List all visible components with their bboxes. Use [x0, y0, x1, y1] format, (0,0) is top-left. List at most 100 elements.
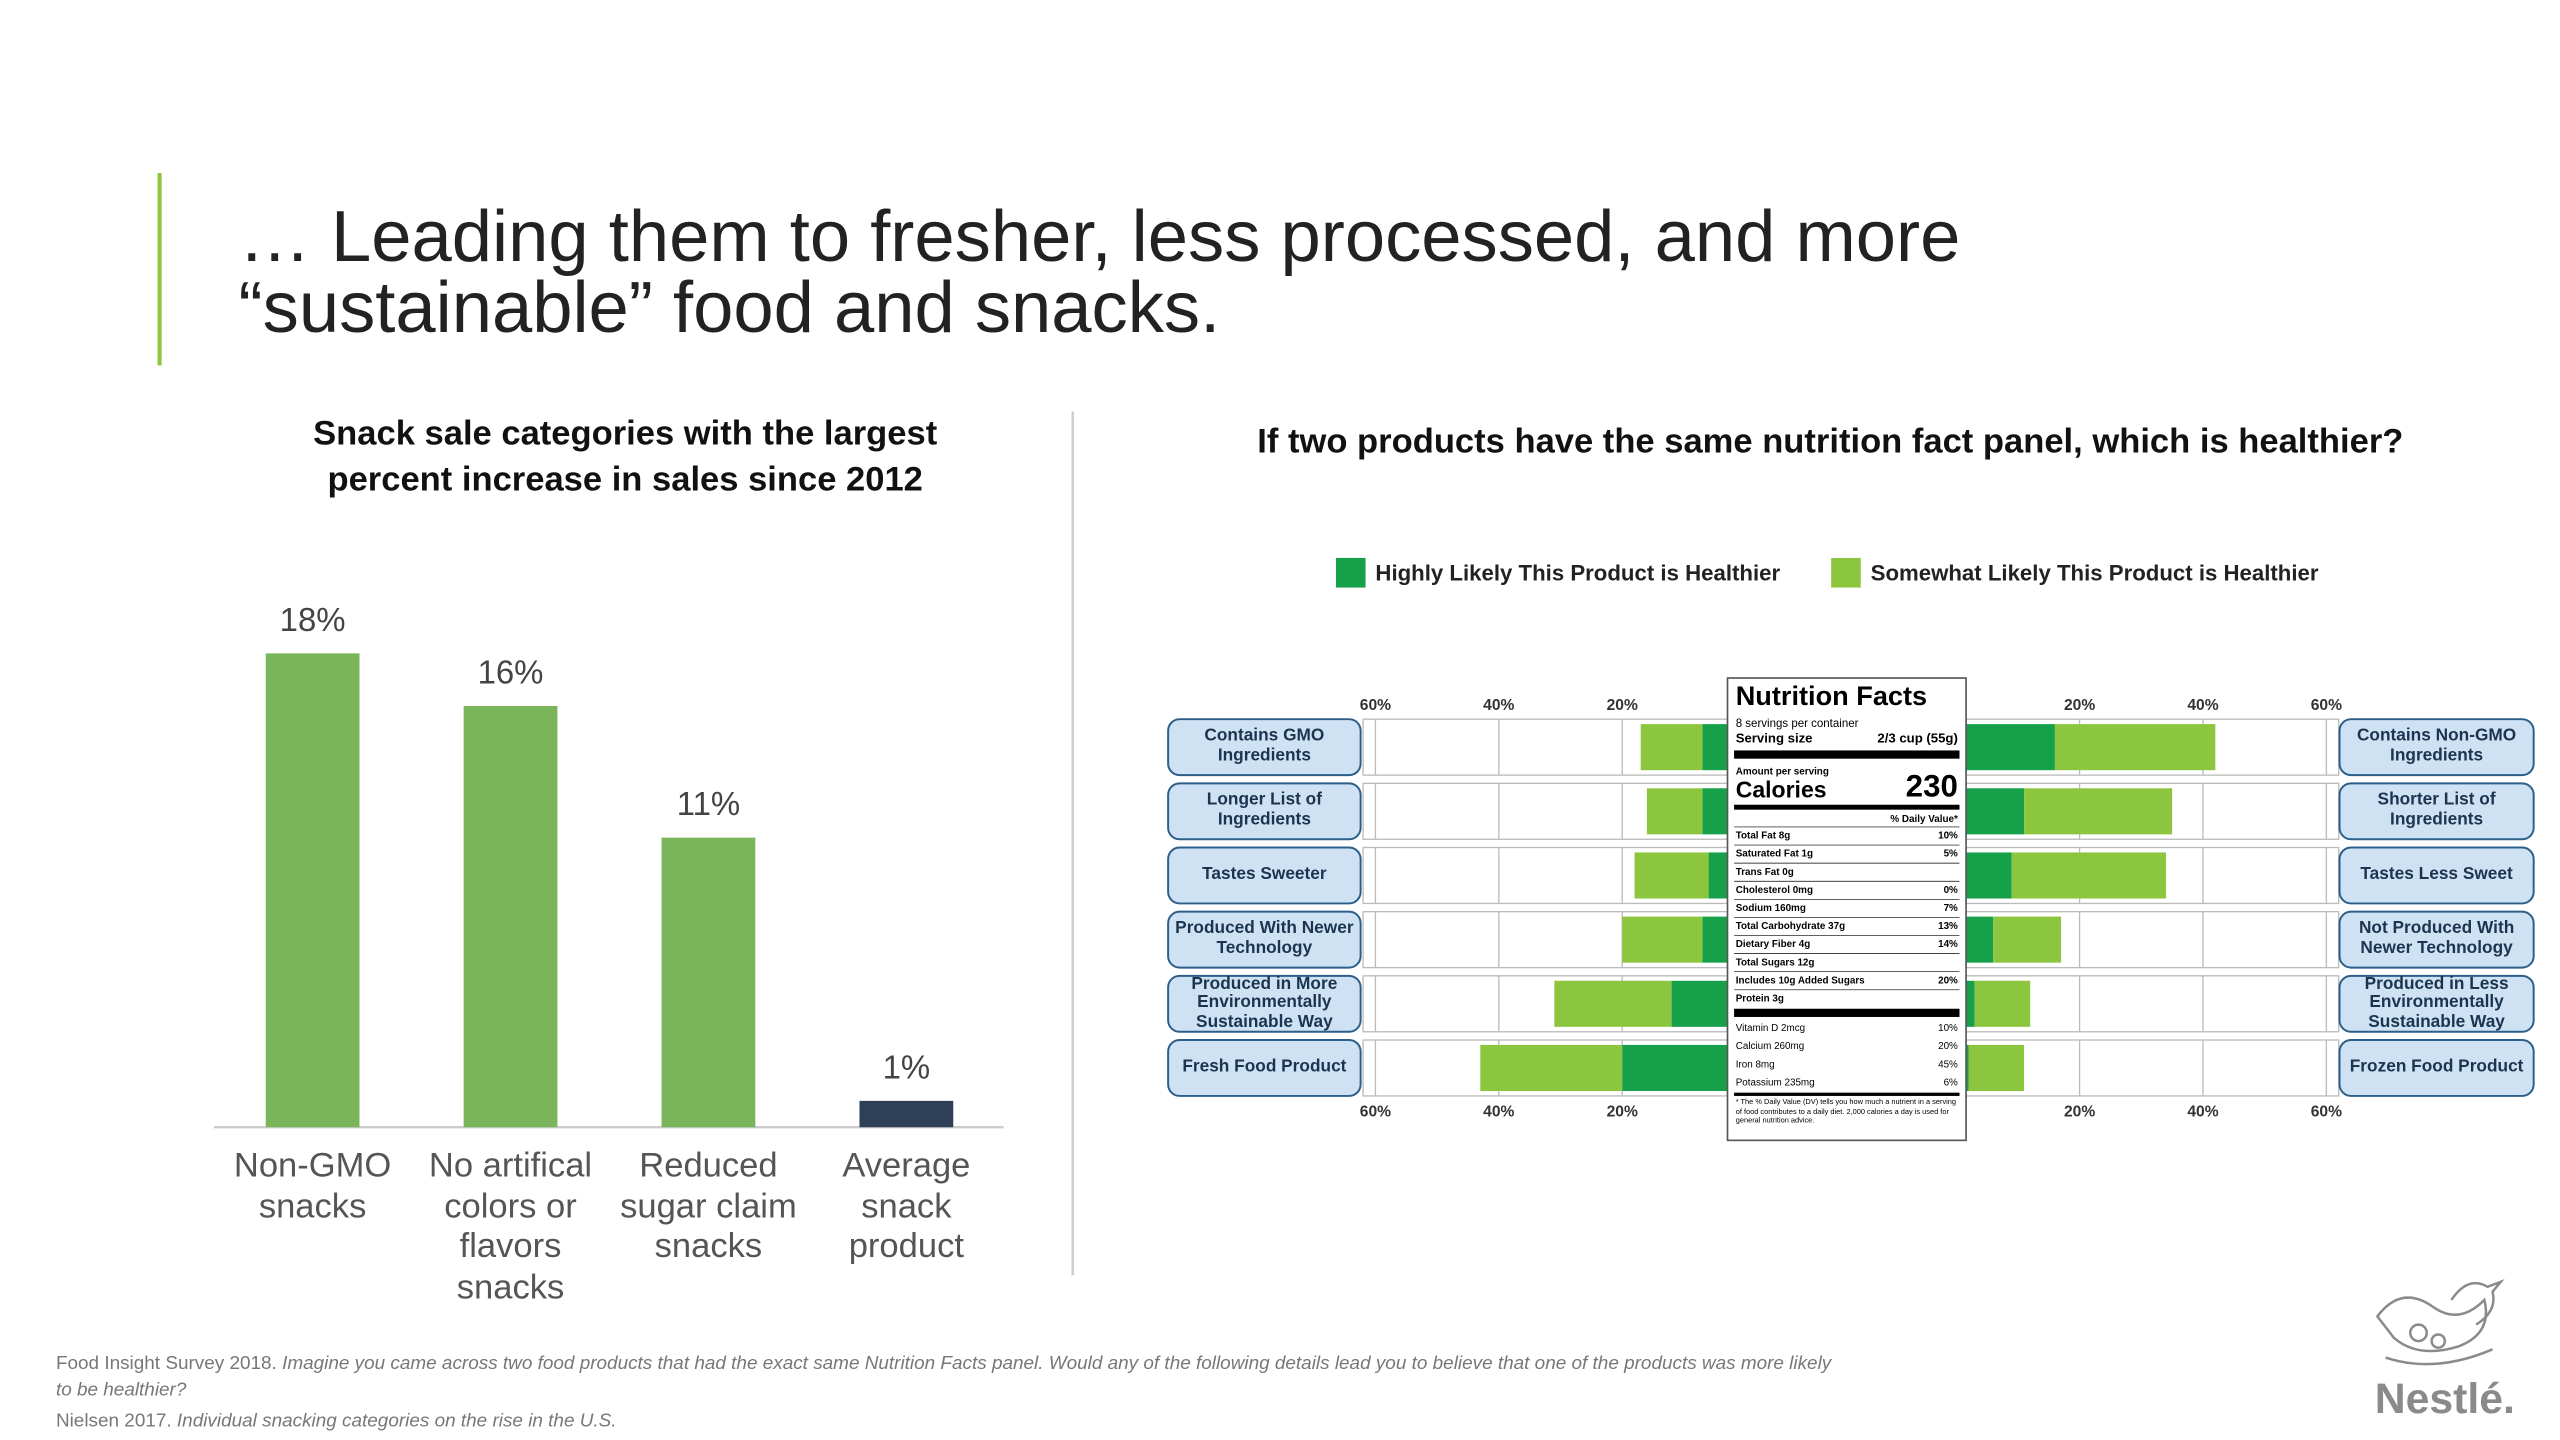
category-label-box: Tastes Less Sweet — [2360, 864, 2513, 885]
bar — [1968, 1044, 2025, 1092]
nutrition-text: 230 — [1906, 769, 1958, 804]
x-tick-label: Average snack product — [842, 1146, 971, 1266]
rule — [1734, 1092, 1960, 1096]
category-label: Longer List of Ingredients — [1206, 790, 1322, 830]
value-label: 16% — [478, 653, 544, 690]
category-box — [1167, 846, 1362, 905]
category-label-box: Not Produced With Newer Technology — [2358, 918, 2515, 958]
nutrition-text: 5% — [1944, 849, 1958, 860]
footnote-source: Food Insight Survey 2018. — [55, 1354, 277, 1374]
category-box — [2338, 718, 2535, 777]
chart-title-box: Snack sale categories with the largest p… — [313, 414, 938, 499]
bar — [1480, 1044, 1623, 1092]
logo-icon — [2375, 1279, 2505, 1366]
footnote-source: Nielsen 2017. — [55, 1411, 172, 1432]
x-tick-label: 20% — [1607, 1104, 1638, 1121]
nutrition-text: Total Carbohydrate 37g — [1736, 921, 1845, 932]
bar — [1622, 916, 1703, 963]
nutrition-text: 45% — [1938, 1059, 1958, 1070]
value-label: 11% — [677, 785, 740, 822]
category-label-box: Produced With Newer Technology — [1175, 918, 1354, 958]
bar — [1622, 1044, 1746, 1092]
logo: Nestlé. — [2375, 1375, 2515, 1423]
nutrition-footnote: * The % Daily Value (DV) tells you how m… — [1735, 1097, 1957, 1125]
rule — [1734, 1008, 1960, 1017]
footnote-text: Imagine you came across two food product… — [55, 1354, 1832, 1400]
category-label: Contains GMO Ingredients — [1204, 726, 1325, 766]
chart-title: If two products have the same nutrition … — [1257, 423, 2404, 461]
nutrition-text: Serving size — [1736, 730, 1813, 745]
nutrition-text: Trans Fat 0g — [1736, 867, 1794, 878]
nutrition-text: 13% — [1938, 921, 1958, 932]
nutrition-text: Saturated Fat 1g — [1736, 849, 1813, 860]
legend-swatch — [1831, 557, 1861, 588]
category-box — [1167, 782, 1362, 841]
bar — [1634, 852, 1709, 899]
nutrition-text: Protein 3g — [1736, 993, 1784, 1004]
category-label: Tastes Less Sweet — [2360, 864, 2513, 885]
nutrition-text: 10% — [1938, 1023, 1958, 1034]
nutrition-text: Cholesterol 0mg — [1736, 885, 1813, 896]
category-label-box: Produced in More Environmentally Sustain… — [1191, 975, 1338, 1032]
bar — [859, 1100, 954, 1128]
x-tick-label: No artifical colors or flavors snacks — [428, 1146, 593, 1307]
legend-label: Highly Likely This Product is Healthier — [1375, 560, 1780, 585]
category-label-box: Produced in Less Environmentally Sustain… — [2365, 976, 2509, 1031]
nutrition-text: 0% — [1944, 885, 1958, 896]
x-tick-label: 40% — [1483, 1104, 1514, 1121]
nutrition-text: Vitamin D 2mcg — [1736, 1023, 1805, 1034]
category-label: Fresh Food Product — [1182, 1056, 1347, 1077]
category-box — [2338, 1039, 2535, 1097]
legend-label: Somewhat Likely This Product is Healthie… — [1871, 560, 2319, 585]
category-box — [2338, 782, 2535, 841]
x-tick-label: 20% — [2064, 697, 2095, 714]
category-label: Contains Non-GMO Ingredients — [2356, 726, 2517, 766]
slide-title: “sustainable” food and snacks. — [239, 267, 1221, 348]
x-tick-label: Reduced sugar claim snacks — [620, 1146, 797, 1266]
x-tick-label: 60% — [2311, 1104, 2342, 1121]
x-tick-label: 60% — [1360, 697, 1391, 714]
nutrition-text: Total Fat 8g — [1736, 831, 1791, 842]
x-tick-label-box: Non-GMO snacks — [234, 1147, 391, 1225]
bar — [1956, 724, 2055, 771]
bar — [1646, 788, 1703, 835]
value-label: 18% — [280, 601, 346, 638]
category-box — [1167, 910, 1362, 969]
value-label: 1% — [883, 1048, 931, 1085]
slide-title: … Leading them to fresher, less processe… — [239, 196, 1961, 277]
footnote-box: Food Insight Survey 2018. Imagine you ca… — [56, 1353, 1833, 1404]
footnote-text: Individual snacking categories on the ri… — [176, 1411, 617, 1432]
x-tick-label: 40% — [2187, 697, 2218, 714]
footnote: Food Insight Survey 2018. Imagine you ca… — [56, 1353, 1833, 1404]
chart-title-box: If two products have the same nutrition … — [1257, 423, 2404, 461]
category-label-box: Contains GMO Ingredients — [1204, 726, 1325, 766]
bar — [661, 837, 756, 1128]
category-box — [1167, 974, 1362, 1033]
category-box — [2338, 910, 2535, 969]
category-label: Produced in More Environmentally Sustain… — [1191, 975, 1338, 1032]
category-label: Produced With Newer Technology — [1175, 918, 1354, 958]
category-label-box: Tastes Sweeter — [1202, 865, 1327, 884]
footnote: Nielsen 2017. Individual snacking catego… — [56, 1410, 1833, 1436]
category-label: Frozen Food Product — [2349, 1056, 2524, 1077]
bar — [265, 653, 360, 1128]
bar — [463, 706, 558, 1128]
nutrition-text: Total Sugars 12g — [1736, 957, 1815, 968]
bar — [1993, 916, 2062, 963]
chart-title: Snack sale categories with the largest p… — [313, 414, 938, 499]
category-box — [1167, 718, 1362, 777]
category-label: Not Produced With Newer Technology — [2358, 918, 2515, 958]
legend-swatch — [1335, 557, 1366, 588]
nutrition-text: 10% — [1938, 831, 1958, 842]
x-tick-label-box: Average snack product — [842, 1146, 971, 1266]
nutrition-text: Sodium 160mg — [1736, 903, 1806, 914]
footnote-box: Nielsen 2017. Individual snacking catego… — [56, 1410, 1833, 1436]
category-label-box: Fresh Food Product — [1182, 1056, 1347, 1077]
nutrition-text: 8 servings per container — [1736, 718, 1859, 730]
category-label-box: Shorter List of Ingredients — [2378, 791, 2496, 829]
nutrition-text: Dietary Fiber 4g — [1736, 939, 1811, 950]
nutrition-text: Calories — [1736, 777, 1827, 803]
category-label-box: Contains Non-GMO Ingredients — [2356, 726, 2517, 766]
rule — [1734, 750, 1960, 759]
